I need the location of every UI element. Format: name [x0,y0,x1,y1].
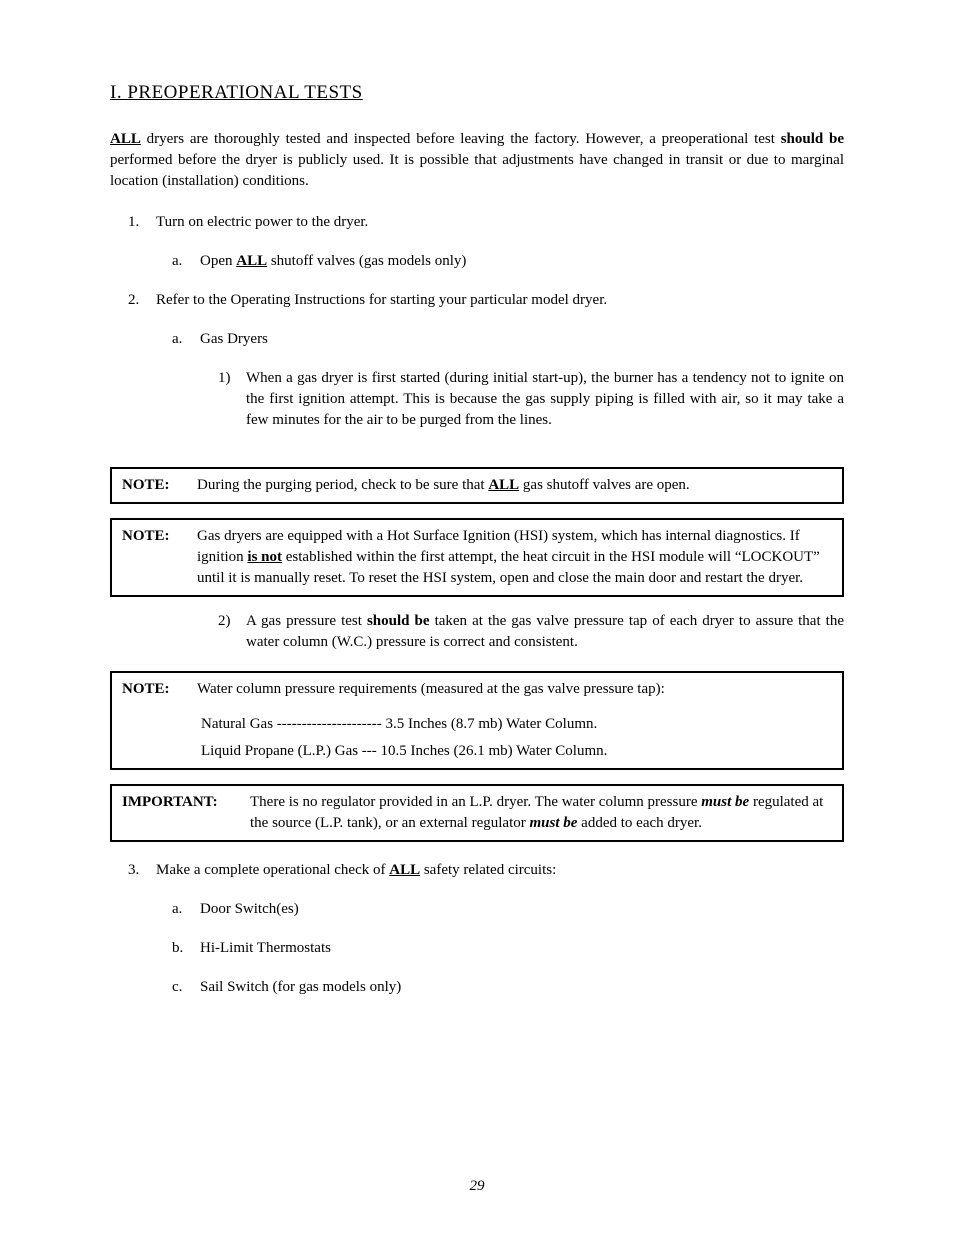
note1-t1: During the purging period, check to be s… [197,477,488,493]
word-mustbe-2: must be [529,815,577,831]
item3-c-text: Sail Switch (for gas models only) [200,977,844,998]
item1-a: a. Open ALL shutoff valves (gas models o… [172,251,844,272]
note-box-3: NOTE: Water column pressure requirements… [110,671,844,770]
intro-t2: performed before the dryer is publicly u… [110,152,844,189]
important-label: IMPORTANT: [122,792,250,834]
note2-t2: established within the first attempt, th… [197,549,820,586]
item2-a-num: a. [172,329,200,431]
num-1: 1. [128,212,156,272]
item1-a-t1: Open [200,253,236,269]
item3-text: Make a complete operational check of ALL… [156,860,844,881]
note-label-2: NOTE: [122,526,197,589]
item3-t2: safety related circuits: [420,862,556,878]
imp-t3: added to each dryer. [577,815,702,831]
note-label-1: NOTE: [122,475,197,496]
word-all-3: ALL [488,477,519,493]
ordered-list: 1. Turn on electric power to the dryer. … [128,212,844,449]
item2-a: a. Gas Dryers 1) When a gas dryer is fir… [172,329,844,431]
list-item-2: 2. Refer to the Operating Instructions f… [128,290,844,449]
item3-b-text: Hi-Limit Thermostats [200,938,844,959]
item1-text: Turn on electric power to the dryer. [156,212,844,233]
note1-body: During the purging period, check to be s… [197,475,832,496]
word-mustbe-1: must be [701,794,749,810]
item1-a-t2: shutoff valves (gas models only) [267,253,466,269]
ordered-list-cont: 3. Make a complete operational check of … [128,860,844,1016]
word-all-4: ALL [389,862,420,878]
imp-t1: There is no regulator provided in an L.P… [250,794,701,810]
note2-body: Gas dryers are equipped with a Hot Surfa… [197,526,832,589]
item3-a-text: Door Switch(es) [200,899,844,920]
item3-b: b. Hi-Limit Thermostats [172,938,844,959]
section-title: I. PREOPERATIONAL TESTS [110,80,844,107]
note-box-1: NOTE: During the purging period, check t… [110,467,844,504]
item3-a-num: a. [172,899,200,920]
item2-text: Refer to the Operating Instructions for … [156,290,844,311]
word-isnot: is not [247,549,282,565]
item2-a-1-num: 1) [218,368,246,431]
word-shouldbe-2: should be [367,613,430,629]
important-body: There is no regulator provided in an L.P… [250,792,832,834]
note-label-3: NOTE: [122,679,197,762]
intro-t1: dryers are thoroughly tested and inspect… [141,131,781,147]
list-item-3: 3. Make a complete operational check of … [128,860,844,1016]
note3-body: Water column pressure requirements (meas… [197,679,832,762]
page-number: 29 [0,1176,954,1197]
item3-b-num: b. [172,938,200,959]
num-3: 3. [128,860,156,1016]
item2-a-2: 2) A gas pressure test should be taken a… [218,611,844,653]
item3-t1: Make a complete operational check of [156,862,389,878]
item3-c: c. Sail Switch (for gas models only) [172,977,844,998]
item1-a-num: a. [172,251,200,272]
important-box: IMPORTANT: There is no regulator provide… [110,784,844,842]
word-all: ALL [110,131,141,147]
note3-line1: Water column pressure requirements (meas… [197,679,832,700]
item3-c-num: c. [172,977,200,998]
continue-list-2: 2) A gas pressure test should be taken a… [128,611,844,653]
item2-a-text: Gas Dryers [200,329,844,350]
note3-line2: Natural Gas --------------------- 3.5 In… [201,714,832,735]
item2-a-1-text: When a gas dryer is first started (durin… [246,368,844,431]
note3-line3: Liquid Propane (L.P.) Gas --- 10.5 Inche… [201,741,832,762]
note1-t2: gas shutoff valves are open. [519,477,690,493]
list-item-1: 1. Turn on electric power to the dryer. … [128,212,844,272]
word-all-2: ALL [236,253,267,269]
item2-a-1: 1) When a gas dryer is first started (du… [218,368,844,431]
item3-a: a. Door Switch(es) [172,899,844,920]
num-2: 2. [128,290,156,449]
word-shouldbe: should be [781,131,844,147]
intro-paragraph: ALL dryers are thoroughly tested and ins… [110,129,844,192]
item2-a-2-t1: A gas pressure test [246,613,367,629]
note-box-2: NOTE: Gas dryers are equipped with a Hot… [110,518,844,597]
item2-a-2-num: 2) [218,611,246,653]
